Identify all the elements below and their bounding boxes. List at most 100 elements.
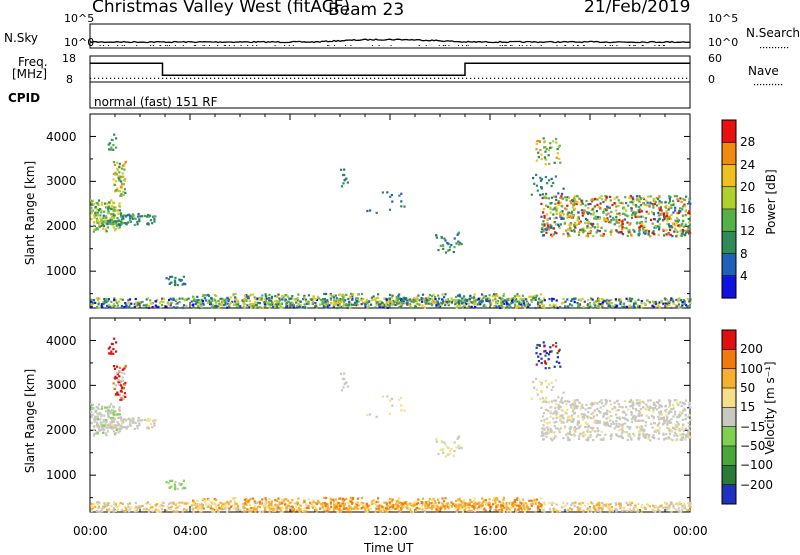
velocity-echo: [222, 505, 224, 507]
velocity-echo: [246, 508, 248, 510]
velocity-echo: [653, 434, 655, 436]
nsearch-point: [664, 45, 665, 46]
velocity-echo: [601, 399, 603, 401]
power-echo: [120, 186, 122, 188]
power-echo: [293, 307, 295, 309]
velocity-echo: [623, 507, 625, 509]
velocity-echo: [687, 502, 689, 504]
nsearch-legend-dot: [787, 47, 788, 48]
velocity-echo: [241, 504, 243, 506]
power-echo: [581, 209, 583, 211]
velocity-echo: [366, 511, 368, 513]
velocity-echo: [271, 501, 273, 503]
velocity-echo: [458, 436, 460, 438]
power-echo: [207, 302, 209, 304]
power-echo: [168, 278, 170, 280]
velocity-echo: [122, 369, 124, 371]
power-echo: [463, 295, 465, 297]
velocity-echo: [90, 503, 92, 505]
power-echo: [281, 295, 283, 297]
power-echo: [523, 300, 525, 302]
nave-point: [366, 78, 367, 79]
power-echo: [94, 212, 96, 214]
nave-point: [454, 78, 455, 79]
velocity-echo: [169, 480, 171, 482]
power-echo: [265, 293, 267, 295]
power-echo: [103, 215, 105, 217]
power-echo: [289, 298, 291, 300]
nave-point: [514, 78, 515, 79]
nsearch-point: [612, 45, 613, 46]
power-echo: [540, 216, 542, 218]
nave-point: [634, 78, 635, 79]
power-echo: [113, 134, 115, 136]
power-echo: [455, 300, 457, 302]
power-echo: [379, 301, 381, 303]
nsearch-point: [654, 45, 655, 46]
velocity-echo: [364, 508, 366, 510]
velocity-echo: [91, 510, 93, 512]
velocity-echo: [181, 502, 183, 504]
velocity-echo: [351, 508, 353, 510]
power-echo: [564, 223, 566, 225]
velocity-echo: [636, 402, 638, 404]
power-echo: [127, 222, 129, 224]
velocity-echo: [129, 502, 131, 504]
velocity-echo: [503, 497, 505, 499]
power-echo: [670, 204, 672, 206]
velocity-echo: [442, 504, 444, 506]
power-echo: [445, 251, 447, 253]
power-echo: [661, 201, 663, 203]
velocity-echo: [118, 424, 120, 426]
power-echo: [541, 303, 543, 305]
velocity-echo: [640, 420, 642, 422]
velocity-echo: [682, 424, 684, 426]
power-echo: [651, 305, 653, 307]
velocity-echo: [678, 507, 680, 509]
velocity-echo: [383, 501, 385, 503]
power-echo: [574, 230, 576, 232]
nsearch-legend-dot: [778, 47, 779, 48]
velocity-echo: [143, 508, 145, 510]
power-echo: [677, 219, 679, 221]
nsearch-point: [445, 45, 446, 46]
power-echo: [138, 213, 140, 215]
nave-point: [198, 78, 199, 79]
velocity-echo: [135, 506, 137, 508]
velocity-echo: [366, 503, 368, 505]
power-echo: [574, 301, 576, 303]
velocity-echo: [205, 503, 207, 505]
power-echo: [112, 149, 114, 151]
nave-legend-dot: [772, 84, 773, 85]
power-echo: [629, 297, 631, 299]
power-echo: [280, 306, 282, 308]
power-echo: [665, 210, 667, 212]
velocity-echo: [101, 406, 103, 408]
power-echo: [628, 231, 630, 233]
power-echo: [114, 184, 116, 186]
power-echo: [450, 244, 452, 246]
nave-legend-dot: [781, 84, 782, 85]
nave-point: [554, 78, 555, 79]
power-echo: [458, 232, 460, 234]
velocity-echo: [615, 502, 617, 504]
velocity-echo: [129, 421, 131, 423]
velocity-echo: [552, 431, 554, 433]
power-echo: [105, 217, 107, 219]
nsearch-point: [541, 45, 542, 46]
velocity-echo: [210, 501, 212, 503]
power-echo: [333, 296, 335, 298]
velocity-echo: [325, 508, 327, 510]
velocity-echo: [685, 428, 687, 430]
velocity-echo: [107, 430, 109, 432]
power-echo: [313, 297, 315, 299]
power-echo: [553, 196, 555, 198]
power-echo: [106, 203, 108, 205]
nave-point: [498, 78, 499, 79]
power-echo: [546, 218, 548, 220]
velocity-echo: [502, 505, 504, 507]
power-echo: [136, 221, 138, 223]
power-echo: [633, 305, 635, 307]
power-echo: [117, 190, 119, 192]
power-echo: [537, 305, 539, 307]
